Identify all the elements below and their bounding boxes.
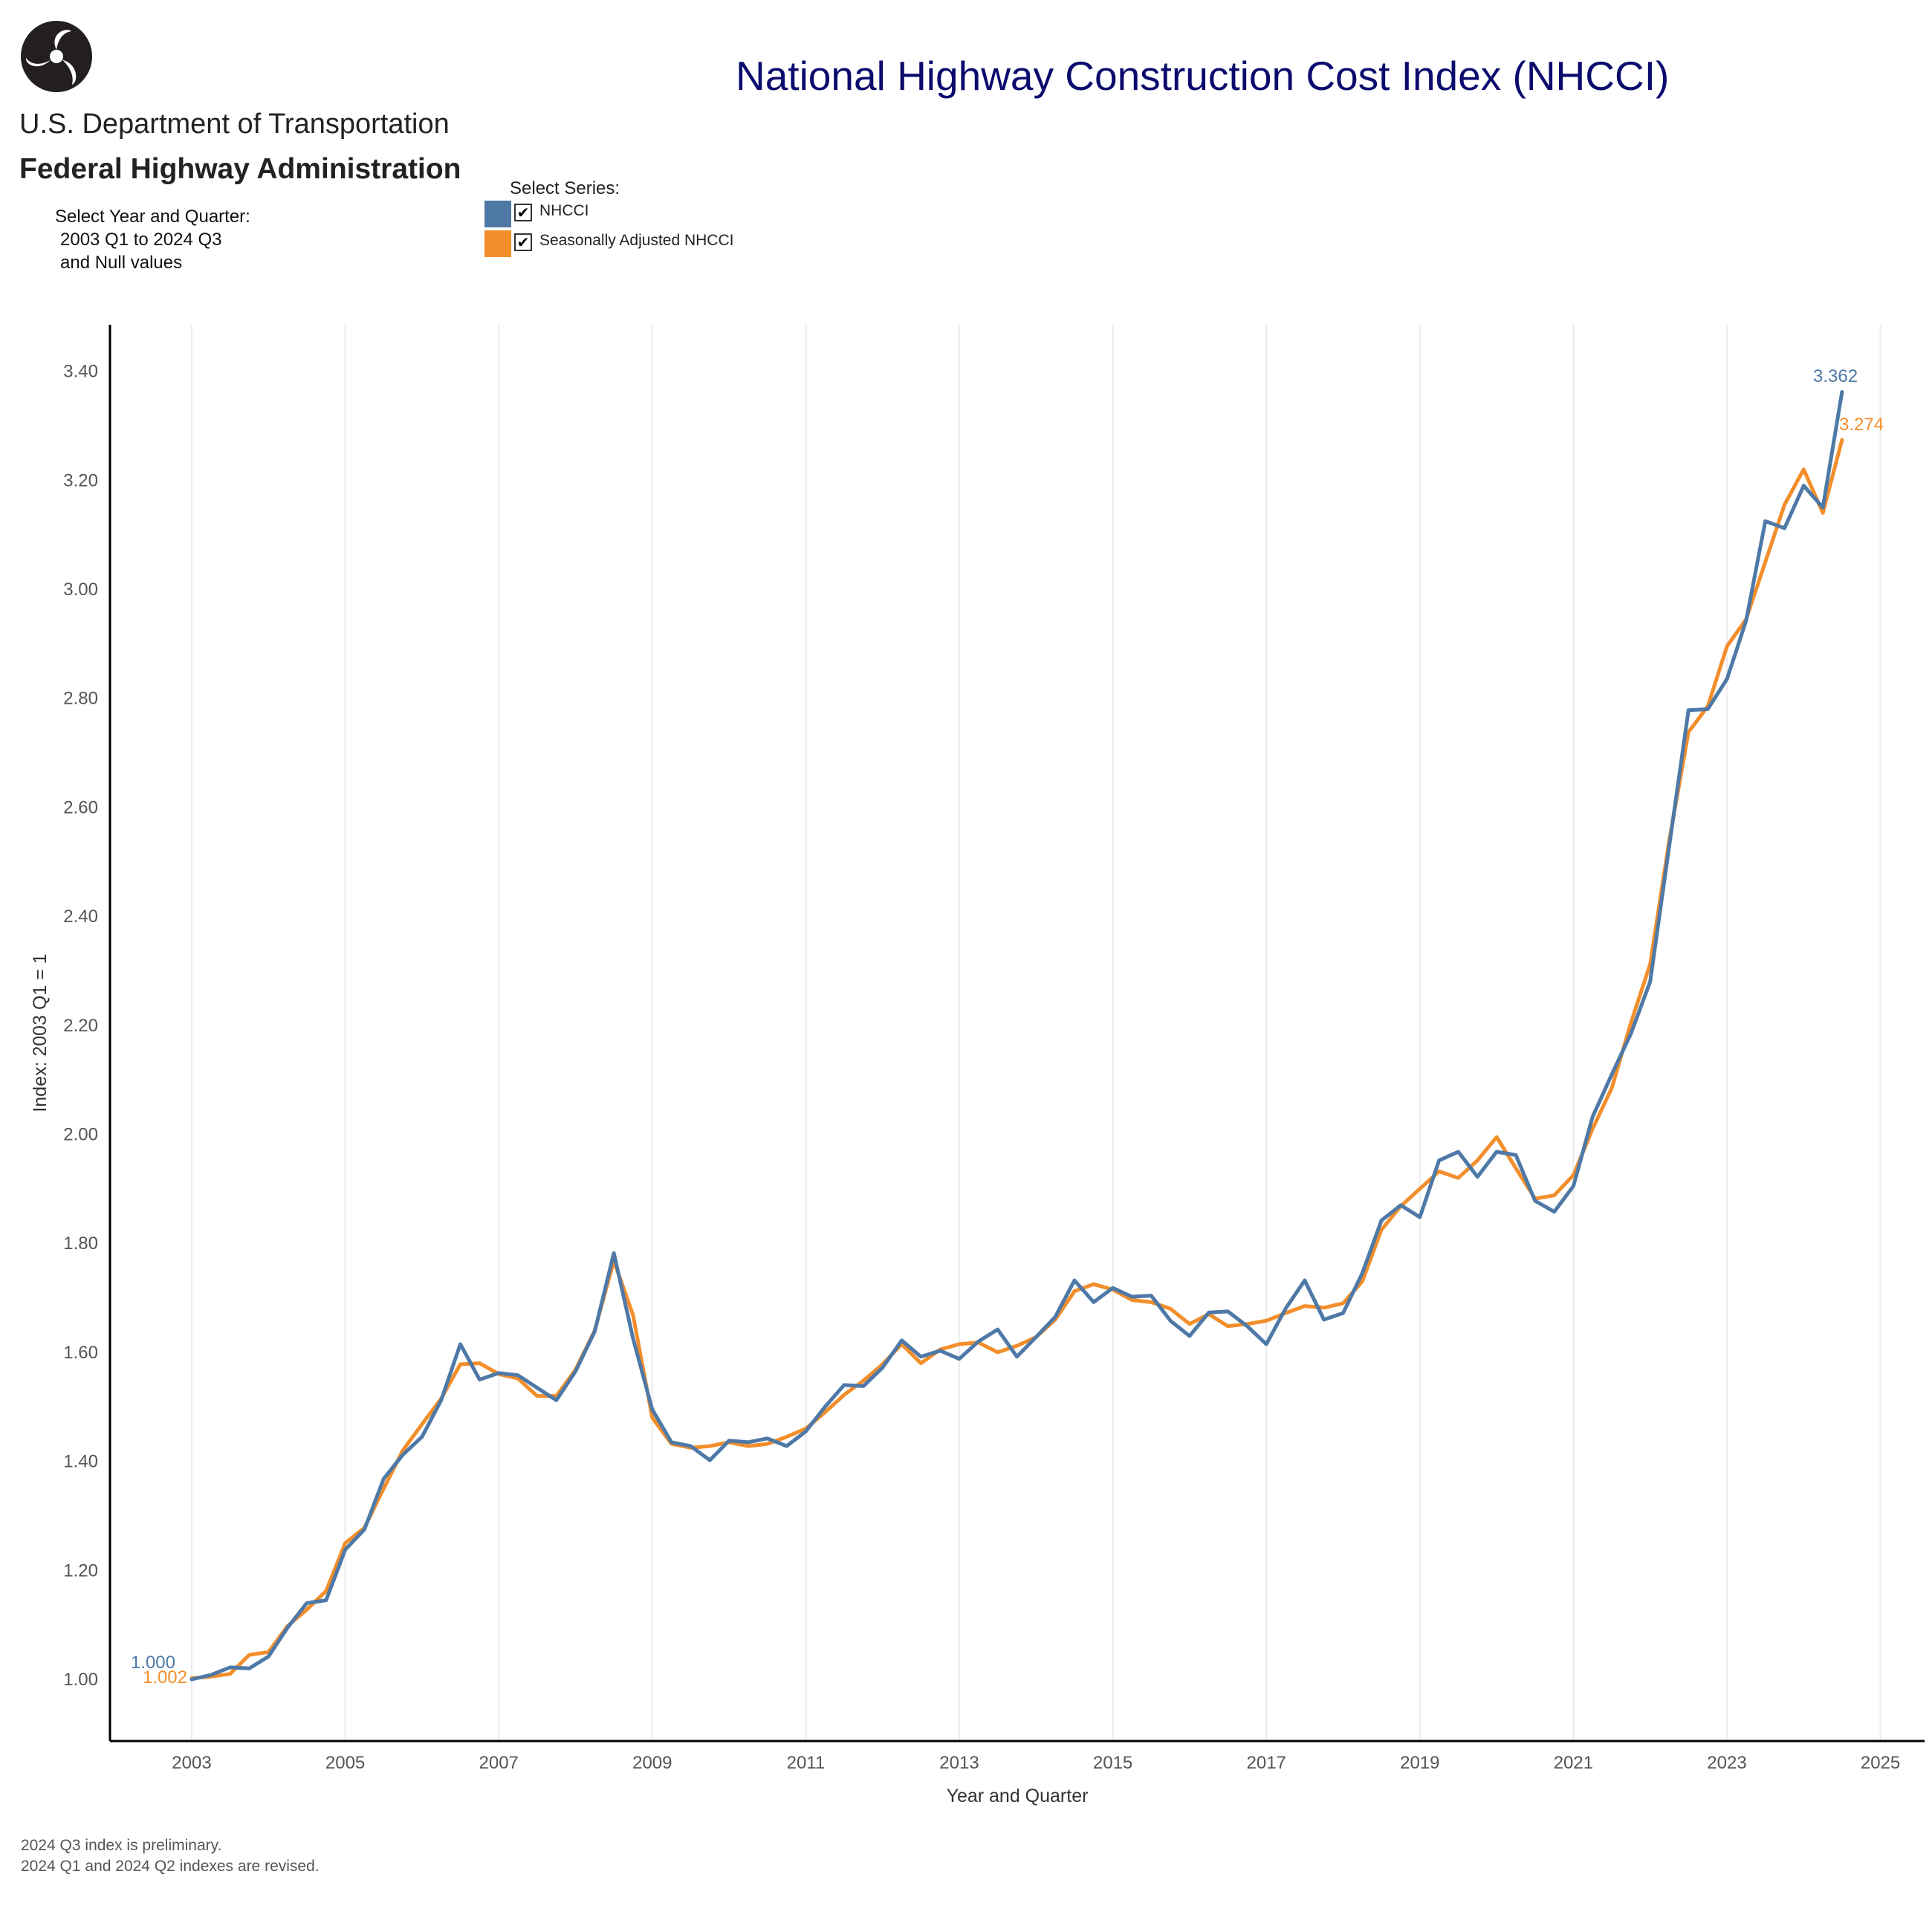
x-tick-label: 2017 [1247, 1753, 1286, 1773]
footnotes: 2024 Q3 index is preliminary. 2024 Q1 an… [21, 1835, 320, 1877]
x-tick-label: 2019 [1400, 1753, 1439, 1773]
y-axis-title: Index: 2003 Q1 = 1 [30, 953, 51, 1112]
logo-department-text: U.S. Department of Transportation [19, 108, 450, 140]
y-tick-label: 3.20 [63, 470, 98, 490]
footnote-revised: 2024 Q1 and 2024 Q2 indexes are revised. [21, 1858, 320, 1875]
x-tick-label: 2005 [325, 1753, 365, 1773]
y-tick-label: 1.80 [63, 1234, 98, 1254]
y-tick-label: 2.80 [63, 689, 98, 709]
y-tick-label: 3.40 [63, 362, 98, 382]
y-tick-label: 3.00 [63, 580, 98, 600]
x-tick-label: 2009 [632, 1753, 672, 1773]
nhcci-checkbox[interactable]: ✔ [514, 204, 532, 221]
footnote-preliminary: 2024 Q3 index is preliminary. [21, 1837, 222, 1854]
logo-administration-text: Federal Highway Administration [19, 153, 461, 185]
sa-nhcci-label: Seasonally Adjusted NHCCI [539, 232, 734, 249]
y-tick-label: 2.40 [63, 907, 98, 927]
nhcci-first-value-label: 1.000 [131, 1653, 175, 1673]
y-tick-label: 2.20 [63, 1016, 98, 1036]
sa-nhcci-series-line [189, 438, 1844, 1680]
series-selector-heading: Select Series: [510, 178, 620, 198]
nhcci-last-value-label: 3.362 [1813, 366, 1858, 386]
x-tick-label: 2015 [1093, 1753, 1132, 1773]
series-option-nhcci[interactable]: ✔ NHCCI [484, 201, 782, 227]
nhcci-color-swatch [484, 201, 511, 227]
filter-range[interactable]: 2003 Q1 to 2024 Q3 [60, 230, 222, 250]
nhcci-label: NHCCI [539, 202, 589, 219]
y-tick-label: 1.60 [63, 1343, 98, 1363]
sa-nhcci-checkbox[interactable]: ✔ [514, 233, 532, 251]
x-tick-label: 2013 [939, 1753, 979, 1773]
nhcci-line-chart: 2003 2005 2007 2009 2011 2013 2015 2017 2019 2021… [30, 325, 1925, 1806]
y-tick-label: 1.20 [63, 1560, 98, 1581]
x-tick-label: 2003 [172, 1753, 211, 1773]
y-tick-label: 2.60 [63, 797, 98, 817]
nhcci-series-line [189, 390, 1844, 1682]
year-quarter-filter[interactable]: Select Year and Quarter: 2003 Q1 to 2024… [55, 205, 250, 274]
sa-nhcci-last-value-label: 3.274 [1839, 415, 1884, 435]
dot-tri-circle-logo-icon [21, 21, 92, 92]
y-tick-label: 2.00 [63, 1125, 98, 1145]
sa-nhcci-first-value-label: 1.002 [143, 1667, 187, 1688]
filter-heading: Select Year and Quarter: [55, 207, 250, 227]
fhwa-logo: U.S. Department of Transportation Federa… [19, 19, 465, 190]
x-tick-label: 2011 [787, 1753, 826, 1773]
x-tick-label: 2021 [1554, 1753, 1593, 1773]
x-tick-label: 2025 [1861, 1753, 1900, 1773]
filter-nulls: and Null values [60, 253, 183, 273]
x-axis-title: Year and Quarter [947, 1786, 1089, 1806]
y-tick-label: 1.00 [63, 1670, 98, 1690]
page-title: National Highway Construction Cost Index… [736, 53, 1670, 99]
x-tick-label: 2007 [479, 1753, 519, 1773]
series-option-seasonally-adjusted[interactable]: ✔ Seasonally Adjusted NHCCI [484, 230, 782, 257]
y-tick-label: 1.40 [63, 1452, 98, 1472]
sa-nhcci-color-swatch [484, 230, 511, 257]
x-tick-label: 2023 [1707, 1753, 1746, 1773]
